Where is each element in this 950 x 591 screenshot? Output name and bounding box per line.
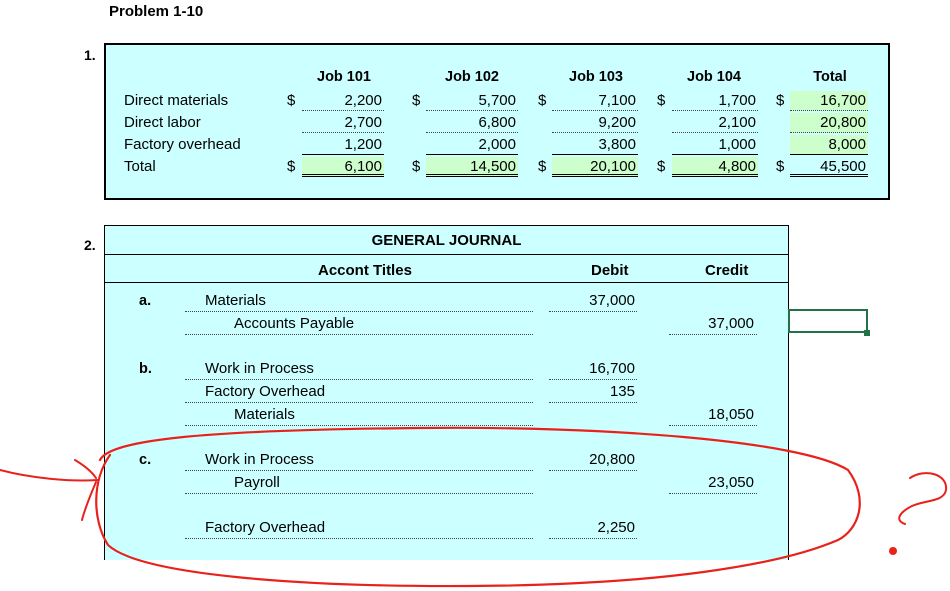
account-line	[185, 401, 533, 403]
cell-total-job104[interactable]: 4,800	[672, 157, 758, 177]
cell-dm-job103[interactable]: 7,100	[552, 91, 638, 111]
credit-line	[669, 424, 757, 426]
entry-b-credit[interactable]: 18,050	[708, 406, 754, 423]
cell-dm-job101[interactable]: 2,200	[302, 91, 384, 111]
selected-cell[interactable]	[788, 309, 868, 333]
arrow-head-annotation	[74, 459, 97, 521]
cell-fo-total[interactable]: 8,000	[790, 135, 868, 155]
cell-dl-total[interactable]: 20,800	[790, 113, 868, 133]
account-line	[185, 333, 533, 335]
entry-letter-c: c.	[139, 452, 152, 468]
cell-dl-job104[interactable]: 2,100	[672, 113, 758, 133]
cell-dl-job102[interactable]: 6,800	[426, 113, 518, 133]
cell-total-job102[interactable]: 14,500	[426, 157, 518, 177]
debit-line	[549, 378, 637, 380]
row-label-direct-materials: Direct materials	[124, 92, 229, 109]
account-line	[185, 469, 533, 471]
cell-dm-job104[interactable]: 1,700	[672, 91, 758, 111]
account-line	[185, 310, 533, 312]
question-mark-icon	[898, 472, 948, 525]
currency-sign: $	[287, 92, 296, 109]
journal-heading: GENERAL JOURNAL	[371, 232, 522, 249]
entry-c-debit[interactable]: 20,800	[589, 451, 635, 468]
entry-c-credit[interactable]: 23,050	[708, 474, 754, 491]
entry-b-credit-account[interactable]: Materials	[234, 406, 295, 423]
cell-fo-job102[interactable]: 2,000	[426, 135, 518, 155]
entry-c-extra-account[interactable]: Factory Overhead	[205, 519, 326, 536]
row-label-factory-overhead: Factory overhead	[124, 136, 241, 153]
entry-b-debit[interactable]: 16,700	[589, 360, 635, 377]
currency-sign: $	[657, 92, 666, 109]
col-job-104: Job 104	[687, 69, 741, 85]
col-job-102: Job 102	[445, 69, 499, 85]
col-job-101: Job 101	[317, 69, 371, 85]
row-label-direct-labor: Direct labor	[124, 114, 201, 131]
cell-dl-job101[interactable]: 2,700	[302, 113, 384, 133]
cell-fo-job103[interactable]: 3,800	[552, 135, 638, 155]
entry-b-debit-account[interactable]: Work in Process	[205, 360, 314, 377]
part2-number: 2.	[84, 237, 96, 253]
currency-sign: $	[776, 92, 785, 109]
currency-sign: $	[776, 158, 785, 175]
debit-line	[549, 469, 637, 471]
cell-total-total[interactable]: 45,500	[790, 157, 868, 177]
entry-c-debit-account[interactable]: Work in Process	[205, 451, 314, 468]
col-debit: Debit	[591, 262, 629, 279]
col-total: Total	[813, 69, 847, 85]
entry-c-extra-debit[interactable]: 2,250	[597, 519, 635, 536]
currency-sign: $	[412, 158, 421, 175]
entry-c-credit-account[interactable]: Payroll	[234, 474, 280, 491]
entry-a-credit-account[interactable]: Accounts Payable	[234, 315, 355, 332]
part1-number: 1.	[84, 47, 96, 63]
circle-annotation	[95, 426, 861, 588]
general-journal: GENERAL JOURNAL Accont Titles Debit Cred…	[104, 225, 789, 560]
cell-fo-job104[interactable]: 1,000	[672, 135, 758, 155]
question-mark-dot-icon	[889, 547, 897, 555]
currency-sign: $	[538, 92, 547, 109]
account-line	[185, 537, 533, 539]
cell-dm-job102[interactable]: 5,700	[426, 91, 518, 111]
row-label-total: Total	[124, 158, 156, 175]
account-line	[185, 424, 533, 426]
header-divider	[105, 282, 788, 283]
currency-sign: $	[412, 92, 421, 109]
credit-line	[669, 492, 757, 494]
debit-line	[549, 310, 637, 312]
entry-a-debit-account[interactable]: Materials	[205, 292, 266, 309]
debit-line	[549, 537, 637, 539]
cell-total-job103[interactable]: 20,100	[552, 157, 638, 177]
debit-line	[549, 401, 637, 403]
currency-sign: $	[287, 158, 296, 175]
cell-dm-total[interactable]: 16,700	[790, 91, 868, 111]
col-account-titles: Accont Titles	[318, 262, 412, 279]
cell-fo-job101[interactable]: 1,200	[302, 135, 384, 155]
entry-letter-a: a.	[139, 293, 152, 309]
col-job-103: Job 103	[569, 69, 623, 85]
arrow-line-annotation	[0, 469, 99, 482]
entry-a-credit[interactable]: 37,000	[708, 315, 754, 332]
account-line	[185, 378, 533, 380]
entry-b-debit2-account[interactable]: Factory Overhead	[205, 383, 326, 400]
cell-dl-job103[interactable]: 9,200	[552, 113, 638, 133]
credit-line	[669, 333, 757, 335]
cell-total-job101[interactable]: 6,100	[302, 157, 384, 177]
entry-a-debit[interactable]: 37,000	[589, 292, 635, 309]
problem-title: Problem 1-10	[109, 3, 204, 20]
entry-b-debit2[interactable]: 135	[609, 383, 635, 400]
currency-sign: $	[657, 158, 666, 175]
currency-sign: $	[538, 158, 547, 175]
entry-letter-b: b.	[139, 361, 152, 377]
heading-divider	[105, 254, 788, 255]
account-line	[185, 492, 533, 494]
fill-handle[interactable]	[864, 330, 870, 336]
job-cost-table: Job 101 Job 102 Job 103 Job 104 Total Di…	[104, 43, 890, 200]
col-credit: Credit	[705, 262, 749, 279]
